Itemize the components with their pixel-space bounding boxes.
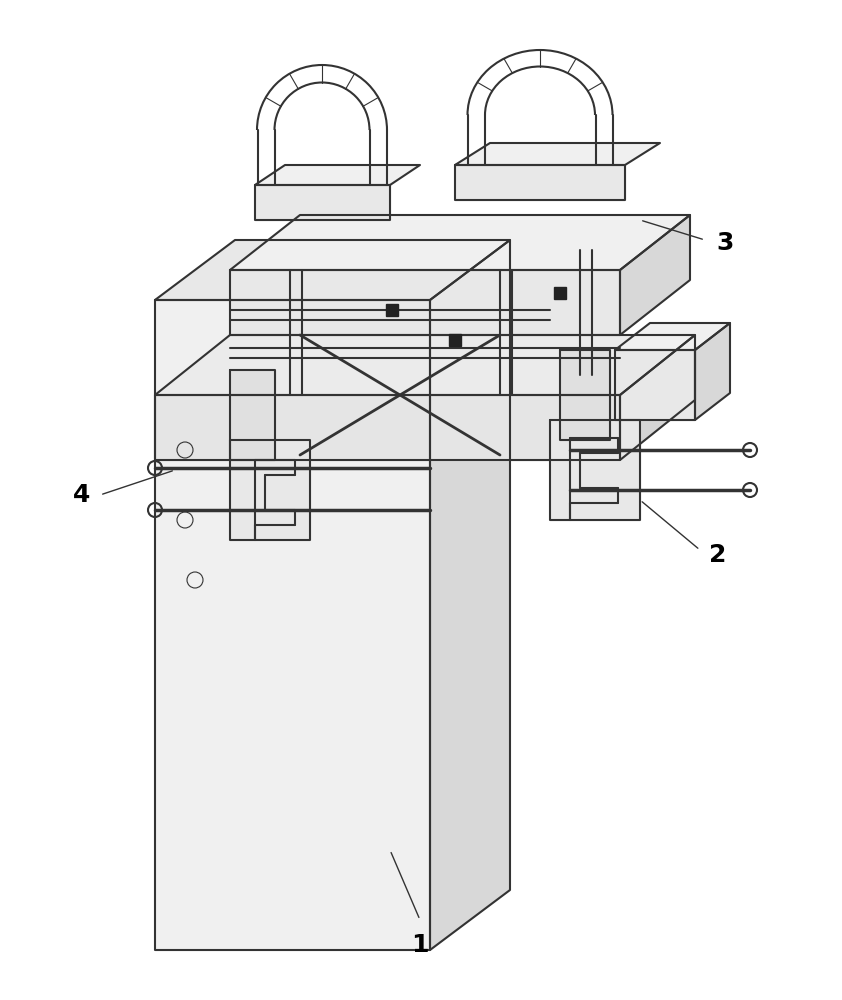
Polygon shape [615, 350, 695, 420]
Polygon shape [550, 420, 640, 520]
Polygon shape [430, 240, 510, 950]
Polygon shape [155, 300, 430, 950]
Polygon shape [620, 335, 695, 460]
Polygon shape [155, 240, 510, 300]
Text: 3: 3 [717, 231, 733, 255]
Bar [554, 287, 566, 299]
Polygon shape [230, 215, 690, 270]
Polygon shape [455, 165, 625, 200]
Polygon shape [620, 215, 690, 335]
Polygon shape [155, 395, 620, 460]
Text: 4: 4 [73, 483, 91, 507]
Bar [449, 334, 461, 346]
Polygon shape [155, 335, 695, 395]
Polygon shape [615, 323, 730, 350]
Polygon shape [560, 350, 610, 440]
Polygon shape [230, 270, 620, 335]
Polygon shape [230, 370, 275, 460]
Bar [386, 304, 398, 316]
Text: 1: 1 [411, 933, 429, 957]
Polygon shape [455, 143, 660, 165]
Polygon shape [695, 323, 730, 420]
Polygon shape [255, 185, 390, 220]
Polygon shape [230, 440, 310, 540]
Text: 2: 2 [709, 543, 727, 567]
Polygon shape [255, 165, 420, 185]
